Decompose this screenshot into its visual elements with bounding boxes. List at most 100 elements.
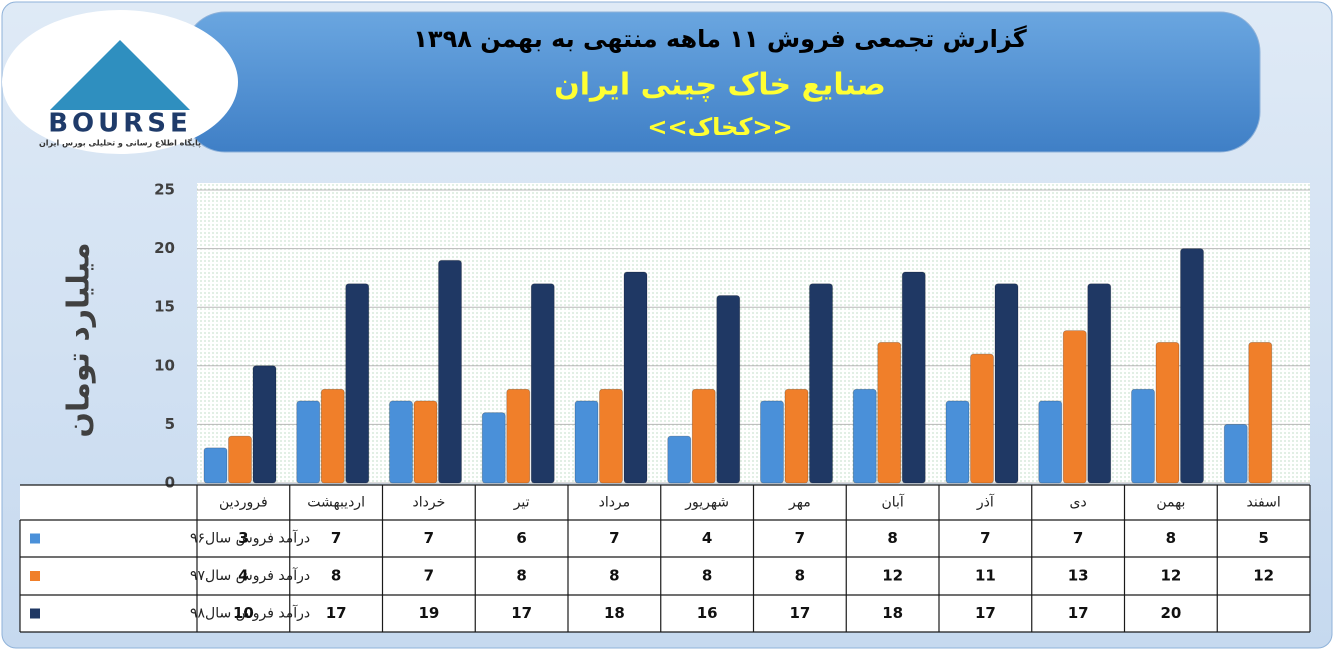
x-tick-label: مهر <box>788 495 811 511</box>
bar <box>691 388 716 484</box>
x-tick-label: آبان <box>881 494 904 511</box>
table-value: 8 <box>331 567 341 585</box>
table-value: 12 <box>882 567 903 585</box>
y-tick-label: 15 <box>154 298 175 316</box>
bar <box>784 388 809 484</box>
bar <box>389 400 413 484</box>
bar <box>667 435 692 484</box>
table-value: 17 <box>789 604 810 622</box>
bar <box>1248 341 1273 484</box>
x-tick-label: خرداد <box>413 495 446 511</box>
bar <box>530 283 555 484</box>
x-tick-label: شهریور <box>684 495 729 511</box>
header-symbol: <<کخاک>> <box>647 113 792 141</box>
table-value: 18 <box>604 604 625 622</box>
bar <box>901 271 926 484</box>
table-value: 7 <box>609 529 619 547</box>
table-value: 7 <box>980 529 990 547</box>
bar <box>945 400 970 484</box>
y-tick-label: 20 <box>154 239 175 257</box>
y-axis-title: میلیارد تومان <box>62 242 97 437</box>
table-value: 13 <box>1068 567 1089 585</box>
bar <box>252 365 277 484</box>
y-tick-label: 0 <box>165 474 175 492</box>
table-value: 12 <box>1160 567 1181 585</box>
table-value: 7 <box>795 529 805 547</box>
table-value: 4 <box>702 529 712 547</box>
bar <box>1087 283 1112 484</box>
legend-label: درآمد فروش سال۹۶ <box>190 530 310 547</box>
table-value: 7 <box>424 529 434 547</box>
bar <box>345 283 370 484</box>
bar <box>228 435 252 484</box>
table-value: 8 <box>516 567 526 585</box>
table-value: 8 <box>702 567 712 585</box>
bar <box>809 283 833 484</box>
table-value: 7 <box>331 529 341 547</box>
plot-area <box>197 183 1310 483</box>
table-value: 10 <box>233 604 254 622</box>
x-tick-label: مرداد <box>599 495 631 511</box>
x-tick-label: تیر <box>513 495 530 511</box>
bar <box>716 295 741 484</box>
table-value: 17 <box>975 604 996 622</box>
bar <box>599 388 623 484</box>
bar <box>203 447 228 484</box>
bar <box>1180 248 1204 484</box>
bar <box>852 388 877 484</box>
y-tick-label: 10 <box>154 356 175 374</box>
table-value: 8 <box>795 567 805 585</box>
bar <box>296 400 321 484</box>
table-value: 5 <box>1258 529 1268 547</box>
table-value: 17 <box>511 604 532 622</box>
table-value: 12 <box>1253 567 1274 585</box>
table-value: 8 <box>1166 529 1176 547</box>
table-value: 17 <box>1068 604 1089 622</box>
bar <box>760 400 784 484</box>
legend-label: درآمد فروش سال۹۷ <box>190 567 310 584</box>
header-title: گزارش تجمعی فروش ۱۱ ماهه منتهی به بهمن ۱… <box>413 25 1026 53</box>
legend-swatch <box>30 571 40 581</box>
x-tick-label: اردیبهشت <box>307 495 365 511</box>
y-tick-label: 25 <box>154 181 175 199</box>
logo-tagline: پایگاه اطلاع رسانی و تحلیلی بورس ایران <box>39 138 201 149</box>
x-tick-label: اسفند <box>1246 495 1280 511</box>
table-value: 4 <box>238 567 248 585</box>
bar <box>1155 341 1180 484</box>
table-value: 11 <box>975 567 996 585</box>
bar <box>438 259 462 484</box>
bar <box>320 388 345 484</box>
table-value: 7 <box>424 567 434 585</box>
x-tick-label: بهمن <box>1156 495 1185 511</box>
table-value: 3 <box>238 529 248 547</box>
bar <box>481 412 506 484</box>
bar <box>970 353 994 484</box>
table-value: 7 <box>1073 529 1083 547</box>
bar <box>1131 388 1155 484</box>
table-value: 6 <box>516 529 526 547</box>
bar <box>623 271 648 484</box>
bar <box>1223 423 1248 484</box>
bar <box>574 400 599 484</box>
data-table <box>20 485 1310 632</box>
table-value: 8 <box>609 567 619 585</box>
bar <box>1062 330 1087 484</box>
legend-swatch <box>30 533 40 544</box>
x-tick-label: آذر <box>976 494 995 511</box>
x-tick-label: دی <box>1070 495 1087 511</box>
table-value: 19 <box>418 604 439 622</box>
logo-name: BOURSE <box>48 109 192 139</box>
bar <box>1038 400 1063 484</box>
bar <box>994 283 1019 484</box>
table-value: 18 <box>882 604 903 622</box>
bar <box>506 388 531 484</box>
legend-label: درآمد فروش سال۹۸ <box>190 605 310 622</box>
legend-swatch <box>30 608 40 619</box>
table-value: 8 <box>887 529 897 547</box>
table-value: 20 <box>1160 604 1181 622</box>
logo-mark <box>50 40 190 110</box>
header-company: صنایع خاک چینی ایران <box>554 68 886 103</box>
bar <box>413 400 438 484</box>
x-tick-label: فروردین <box>219 495 268 511</box>
